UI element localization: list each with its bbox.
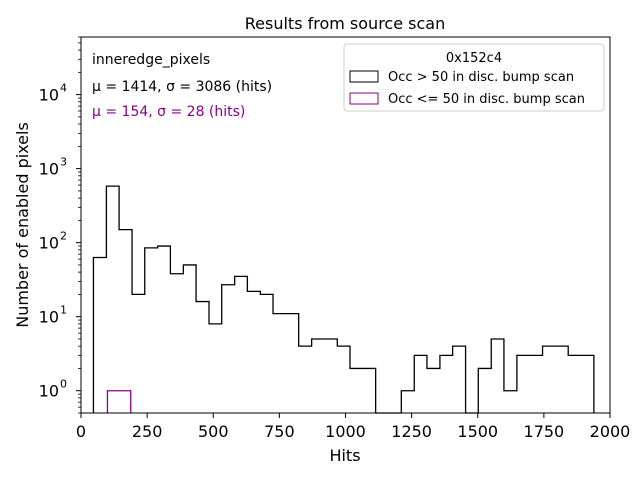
x-tick-label: 1500 — [457, 422, 498, 441]
histogram-series2 — [106, 390, 132, 413]
x-tick-label: 1250 — [391, 422, 432, 441]
histogram-series1 — [92, 185, 595, 414]
x-tick-label: 2000 — [590, 422, 631, 441]
x-tick-label: 1000 — [325, 422, 366, 441]
y-tick-label: 10 — [39, 86, 59, 105]
x-tick-label: 1750 — [524, 422, 565, 441]
legend-label-series2: Occ <= 50 in disc. bump scan — [388, 92, 585, 107]
y-tick-exponent: 2 — [60, 230, 67, 243]
plot-area — [92, 185, 595, 414]
stats-series2: μ = 154, σ = 28 (hits) — [92, 104, 245, 120]
x-tick-label: 500 — [198, 422, 229, 441]
x-tick-label: 250 — [132, 422, 163, 441]
y-tick-exponent: 4 — [60, 82, 67, 95]
x-tick-label: 750 — [264, 422, 295, 441]
y-tick-exponent: 3 — [60, 156, 67, 169]
chart-title: Results from source scan — [245, 14, 445, 33]
y-tick-exponent: 1 — [60, 304, 67, 317]
x-axis: 0 250 500 750 1000 1250 1500 1750 2000 — [76, 413, 630, 441]
y-tick-label: 10 — [39, 160, 59, 179]
y-tick-exponent: 0 — [60, 378, 67, 391]
y-tick-label: 10 — [39, 308, 59, 327]
legend-box — [343, 43, 605, 112]
stats-series1: μ = 1414, σ = 3086 (hits) — [92, 79, 272, 95]
x-axis-label: Hits — [329, 446, 360, 465]
legend: 0x152c4 Occ > 50 in disc. bump scan Occ … — [343, 43, 605, 112]
legend-swatch-series1 — [349, 70, 379, 83]
legend-swatch-series2 — [349, 92, 379, 105]
legend-label-series1: Occ > 50 in disc. bump scan — [388, 70, 574, 85]
dataset-label: inneredge_pixels — [92, 52, 210, 68]
y-axis-label: Number of enabled pixels — [13, 122, 32, 328]
y-tick-label: 10 — [39, 382, 59, 401]
x-tick-label: 0 — [76, 422, 86, 441]
y-tick-label: 10 — [39, 234, 59, 253]
legend-title: 0x152c4 — [446, 51, 502, 66]
